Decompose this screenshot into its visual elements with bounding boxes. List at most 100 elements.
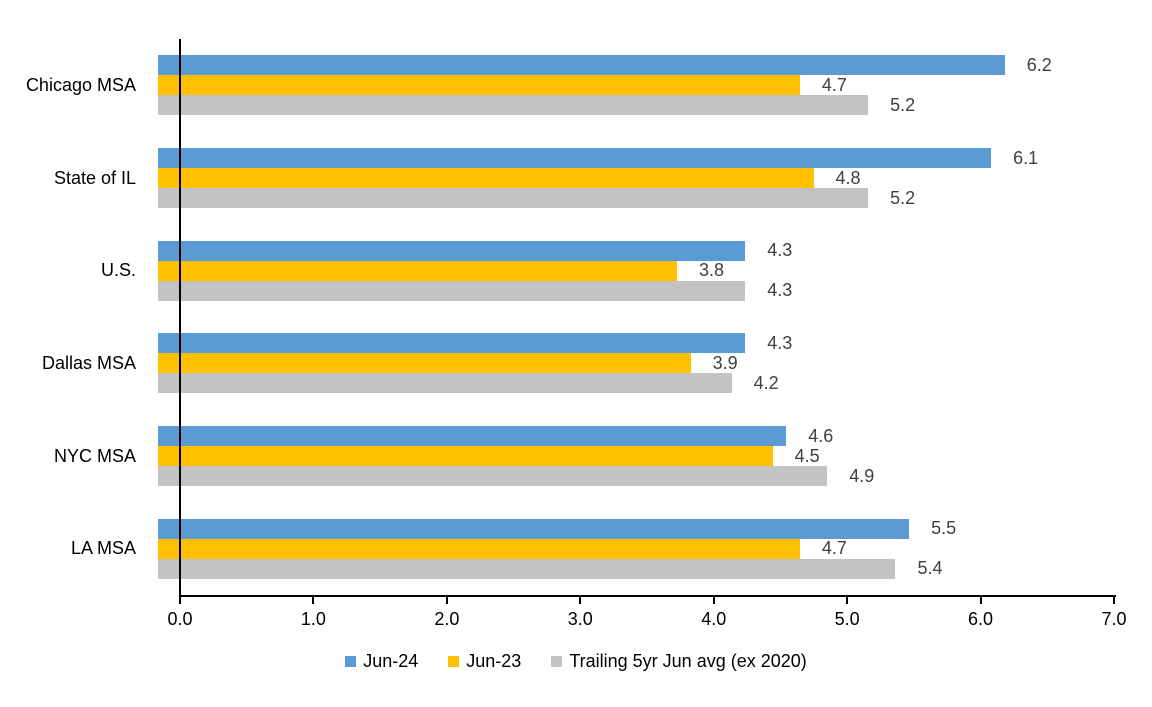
bar-trailing-5yr-jun-avg-ex-2020 xyxy=(158,280,746,301)
x-axis-tick xyxy=(179,597,181,604)
bar-line: 5.4 xyxy=(158,558,1114,579)
legend-label: Jun-24 xyxy=(363,651,419,671)
bar-group: 6.1 4.8 5.2 xyxy=(158,132,1114,225)
data-label: 5.2 xyxy=(890,187,916,208)
legend-item: Jun-24 xyxy=(345,651,418,672)
x-axis-tick-label: 2.0 xyxy=(434,609,460,629)
bar-group: 5.5 4.7 5.4 xyxy=(158,502,1114,595)
x-axis-tick xyxy=(312,597,315,604)
x-axis-tick xyxy=(712,597,715,604)
category-row: State of IL 6.1 4.8 5.2 xyxy=(0,132,1114,225)
category-label: LA MSA xyxy=(70,538,136,559)
x-axis-tick xyxy=(979,597,982,604)
legend-item: Jun-23 xyxy=(448,651,521,672)
bar-trailing-5yr-jun-avg-ex-2020 xyxy=(158,188,869,208)
bar-line: 4.2 xyxy=(158,372,1114,394)
bar-line: 4.3 xyxy=(158,240,1114,261)
bar-trailing-5yr-jun-avg-ex-2020 xyxy=(158,95,869,116)
x-axis-tick xyxy=(846,597,849,604)
category-label: NYC MSA xyxy=(53,445,136,466)
bar-line: 5.5 xyxy=(158,518,1114,539)
category-row: Chicago MSA 6.2 4.7 5.2 xyxy=(0,39,1114,132)
bar-jun-24 xyxy=(158,55,1005,76)
bar-group: 4.3 3.8 4.3 xyxy=(158,224,1114,317)
bar-line: 6.1 xyxy=(158,148,1114,168)
data-label: 4.5 xyxy=(794,445,820,466)
data-label: 6.1 xyxy=(1013,147,1039,168)
legend-swatch-icon xyxy=(448,656,460,667)
data-label: 4.7 xyxy=(821,74,847,95)
x-axis-tick xyxy=(1113,597,1115,604)
bar-line: 5.2 xyxy=(158,94,1114,116)
bar-trailing-5yr-jun-avg-ex-2020 xyxy=(158,373,732,394)
data-label: 4.7 xyxy=(821,538,847,559)
category-label: Chicago MSA xyxy=(25,74,136,95)
data-label: 4.8 xyxy=(835,167,861,188)
data-label: 6.2 xyxy=(1026,54,1052,75)
bar-line: 4.3 xyxy=(158,332,1114,354)
bar-line: 3.9 xyxy=(158,352,1114,374)
legend-swatch-icon xyxy=(345,656,357,667)
x-axis-tick-label: 5.0 xyxy=(834,609,860,629)
bar-trailing-5yr-jun-avg-ex-2020 xyxy=(158,466,828,487)
bar-jun-24 xyxy=(158,426,787,447)
chart-rows: Chicago MSA 6.2 4.7 5.2 State of IL 6.1 4.8 5.2… xyxy=(0,39,1114,595)
data-label: 4.2 xyxy=(753,372,779,393)
bar-group: 4.6 4.5 4.9 xyxy=(158,410,1114,503)
bar-group: 4.3 3.9 4.2 xyxy=(158,317,1114,410)
bar-jun-23 xyxy=(158,260,677,281)
bar-jun-24 xyxy=(158,333,746,354)
bar-jun-24 xyxy=(158,148,992,168)
bar-jun-23 xyxy=(158,75,800,96)
bar-trailing-5yr-jun-avg-ex-2020 xyxy=(158,558,896,579)
bar-line: 6.2 xyxy=(158,54,1114,76)
bar-line: 4.5 xyxy=(158,445,1114,467)
x-axis-tick xyxy=(579,597,582,604)
chart-legend: Jun-24 Jun-23 Trailing 5yr Jun avg (ex 202… xyxy=(0,651,1152,672)
bar-line: 4.3 xyxy=(158,280,1114,301)
legend-label: Jun-23 xyxy=(466,651,522,671)
bar-line: 4.8 xyxy=(158,168,1114,188)
bar-line: 4.7 xyxy=(158,538,1114,559)
category-label: Dallas MSA xyxy=(41,352,136,373)
data-label: 5.2 xyxy=(890,94,916,115)
bar-line: 4.9 xyxy=(158,465,1114,487)
category-label: U.S. xyxy=(100,260,136,281)
category-row: LA MSA 5.5 4.7 5.4 xyxy=(0,502,1114,595)
category-row: U.S. 4.3 3.8 4.3 xyxy=(0,224,1114,317)
bar-jun-23 xyxy=(158,353,691,374)
category-row: Dallas MSA 4.3 3.9 4.2 xyxy=(0,317,1114,410)
bar-line: 3.8 xyxy=(158,260,1114,281)
x-axis-tick-label: 3.0 xyxy=(567,609,593,629)
x-axis-tick-label: 1.0 xyxy=(300,609,326,629)
bar-group: 6.2 4.7 5.2 xyxy=(158,39,1114,132)
bar-line: 5.2 xyxy=(158,188,1114,208)
data-label: 5.5 xyxy=(931,518,957,539)
bar-jun-23 xyxy=(158,168,814,188)
data-label: 3.9 xyxy=(712,352,738,373)
legend-swatch-icon xyxy=(551,656,563,667)
x-axis-tick-label: 7.0 xyxy=(1101,609,1127,629)
data-label: 4.3 xyxy=(767,332,793,353)
data-label: 4.9 xyxy=(849,465,875,486)
data-label: 4.3 xyxy=(767,280,793,301)
bar-jun-24 xyxy=(158,240,746,261)
category-label: State of IL xyxy=(53,167,136,188)
bar-line: 4.7 xyxy=(158,74,1114,96)
category-row: NYC MSA 4.6 4.5 4.9 xyxy=(0,410,1114,503)
bar-jun-23 xyxy=(158,446,773,467)
bar-jun-23 xyxy=(158,538,800,559)
data-label: 5.4 xyxy=(917,558,943,579)
x-axis-tick-label: 6.0 xyxy=(968,609,994,629)
x-axis-tick-label: 0.0 xyxy=(167,609,193,629)
legend-item: Trailing 5yr Jun avg (ex 2020) xyxy=(551,651,807,672)
legend-label: Trailing 5yr Jun avg (ex 2020) xyxy=(569,651,807,671)
bar-jun-24 xyxy=(158,518,910,539)
bar-line: 4.6 xyxy=(158,425,1114,447)
data-label: 3.8 xyxy=(698,260,724,281)
data-label: 4.6 xyxy=(808,425,834,446)
x-axis-line xyxy=(179,595,1116,597)
x-axis-tick-label: 4.0 xyxy=(701,609,727,629)
y-axis-line xyxy=(179,39,181,597)
